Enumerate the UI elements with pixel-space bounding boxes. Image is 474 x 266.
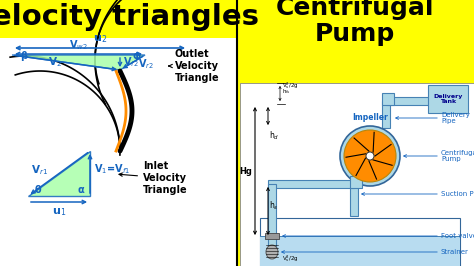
Text: u$_1$: u$_1$ xyxy=(52,206,66,218)
Text: V$_s^2$/2g: V$_s^2$/2g xyxy=(282,81,299,92)
Text: Impeller: Impeller xyxy=(352,113,388,122)
Text: Foot valve: Foot valve xyxy=(441,233,474,239)
Bar xyxy=(268,180,354,188)
Bar xyxy=(240,83,474,266)
Text: h$_d$: h$_d$ xyxy=(269,130,279,142)
Text: Inlet
Velocity
Triangle: Inlet Velocity Triangle xyxy=(119,161,188,195)
Text: V$_s^2$/2g: V$_s^2$/2g xyxy=(282,253,299,264)
Text: u$_2$: u$_2$ xyxy=(93,33,107,45)
Bar xyxy=(350,176,362,188)
Text: h$_s$: h$_s$ xyxy=(269,200,279,212)
Text: β: β xyxy=(20,51,27,61)
Ellipse shape xyxy=(266,245,278,259)
Text: α: α xyxy=(78,185,85,195)
Bar xyxy=(386,97,430,105)
Text: Centrifugal
Pump: Centrifugal Pump xyxy=(276,0,434,46)
Circle shape xyxy=(344,130,396,182)
Bar xyxy=(382,101,390,128)
Bar xyxy=(428,85,468,113)
Text: Strainer: Strainer xyxy=(441,249,469,255)
Bar xyxy=(260,218,460,266)
Bar xyxy=(268,184,276,251)
Text: Centrifugal
Pump: Centrifugal Pump xyxy=(441,149,474,163)
Text: V$_{w2}$: V$_{w2}$ xyxy=(69,39,88,52)
Polygon shape xyxy=(12,55,145,70)
Text: h$_{fs}$: h$_{fs}$ xyxy=(282,88,291,97)
Text: Delivery
Tank: Delivery Tank xyxy=(433,94,463,104)
Bar xyxy=(350,184,358,216)
Bar xyxy=(265,233,279,239)
Bar xyxy=(382,93,394,105)
Text: Suction Pipe: Suction Pipe xyxy=(441,191,474,197)
Text: Velocity triangles: Velocity triangles xyxy=(0,3,259,31)
Bar xyxy=(260,236,460,266)
Polygon shape xyxy=(28,151,90,196)
Circle shape xyxy=(340,126,400,186)
Bar xyxy=(0,38,237,266)
Text: Hg: Hg xyxy=(239,167,252,176)
Text: V$_1$=V$_{f1}$: V$_1$=V$_{f1}$ xyxy=(94,163,130,176)
Text: Φ: Φ xyxy=(133,52,141,62)
Text: V$_{r1}$: V$_{r1}$ xyxy=(31,163,48,177)
Text: θ: θ xyxy=(35,185,42,195)
Circle shape xyxy=(366,152,374,160)
Text: V$_2$: V$_2$ xyxy=(48,55,62,69)
Text: Delivery
Pipe: Delivery Pipe xyxy=(441,111,470,124)
Text: V$_{f2}$: V$_{f2}$ xyxy=(123,56,138,69)
Text: Outlet
Velocity
Triangle: Outlet Velocity Triangle xyxy=(169,49,219,83)
Text: V$_{r2}$: V$_{r2}$ xyxy=(138,57,154,71)
